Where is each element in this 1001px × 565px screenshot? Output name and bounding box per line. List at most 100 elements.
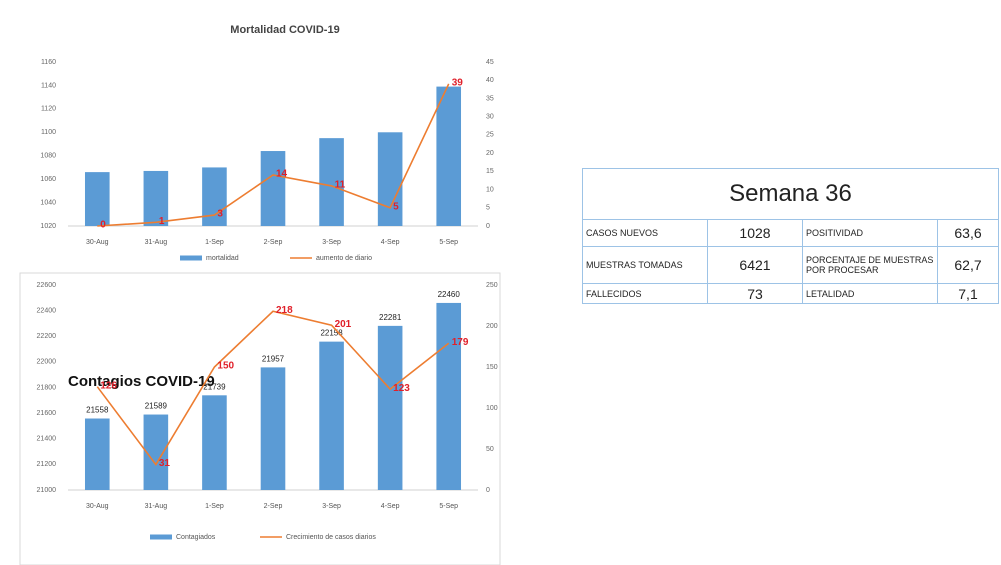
cell: FALLECIDOS — [582, 283, 708, 304]
y-tick-label: 21800 — [37, 384, 57, 391]
y-tick-label: 1060 — [40, 176, 56, 183]
cell: LETALIDAD — [802, 283, 938, 304]
cell: PORCENTAJE DE MUESTRAS POR PROCESAR — [802, 246, 938, 284]
legend-label: Contagiados — [176, 534, 216, 541]
chart-frame — [19, 272, 501, 565]
x-tick-label: 31-Aug — [145, 503, 168, 510]
x-tick-label: 30-Aug — [86, 503, 109, 510]
x-tick-label: 2-Sep — [264, 239, 283, 246]
line-data-label: 123 — [393, 383, 410, 394]
line-data-label: 31 — [159, 458, 171, 469]
x-tick-label: 1-Sep — [205, 239, 224, 246]
y-tick-label: 21200 — [37, 461, 57, 468]
line-data-label: 150 — [217, 361, 234, 372]
y2-tick-label: 20 — [486, 150, 494, 157]
table-row: CASOS NUEVOS 1028 POSITIVIDAD 63,6 — [582, 219, 999, 247]
x-tick-label: 2-Sep — [264, 503, 283, 510]
bar — [260, 151, 286, 226]
x-tick-label: 4-Sep — [381, 239, 400, 246]
y2-tick-label: 150 — [486, 364, 498, 371]
table-row: FALLECIDOS 73 LETALIDAD 7,1 — [582, 283, 999, 304]
cell: 7,1 — [937, 283, 999, 304]
x-tick-label: 4-Sep — [381, 503, 400, 510]
table-title-row: Semana 36 — [582, 168, 999, 220]
summary-table: Semana 36 CASOS NUEVOS 1028 POSITIVIDAD … — [582, 168, 999, 304]
y-tick-label: 1080 — [40, 153, 56, 160]
line-data-label: 126 — [100, 380, 117, 391]
y-tick-label: 22000 — [37, 359, 57, 366]
bar-data-label: 21589 — [145, 402, 168, 411]
y2-tick-label: 15 — [486, 168, 494, 175]
cell: POSITIVIDAD — [802, 219, 938, 247]
y-tick-label: 21400 — [37, 436, 57, 443]
bar — [319, 341, 344, 490]
x-tick-label: 3-Sep — [322, 239, 341, 246]
legend-swatch — [150, 534, 172, 540]
cell: 6421 — [707, 246, 803, 284]
legend-label: mortalidad — [206, 255, 239, 262]
line-data-label: 218 — [276, 305, 293, 316]
y2-tick-label: 10 — [486, 186, 494, 193]
legend-label: aumento de diario — [316, 255, 372, 262]
line-data-label: 5 — [393, 201, 399, 212]
chart-title: Mortalidad COVID-19 — [230, 24, 339, 36]
bar — [377, 132, 403, 226]
cell: 73 — [707, 283, 803, 304]
y-tick-label: 22600 — [37, 282, 57, 289]
y-tick-label: 1020 — [40, 223, 56, 230]
y2-tick-label: 100 — [486, 405, 498, 412]
y2-tick-label: 0 — [486, 223, 490, 230]
x-tick-label: 5-Sep — [439, 239, 458, 246]
bar-data-label: 21739 — [203, 382, 226, 391]
bar — [202, 395, 227, 490]
line-data-label: 11 — [335, 180, 346, 191]
line-data-label: 3 — [217, 209, 223, 220]
bar — [260, 367, 286, 490]
y2-tick-label: 200 — [486, 323, 498, 330]
table-row: MUESTRAS TOMADAS 6421 PORCENTAJE DE MUES… — [582, 246, 999, 284]
bar-data-label: 22158 — [320, 329, 343, 338]
line-data-label: 0 — [100, 220, 106, 231]
line-data-label: 39 — [452, 78, 464, 89]
bar — [377, 325, 403, 490]
line-data-label: 179 — [452, 337, 469, 348]
line-series — [96, 310, 450, 467]
line-data-label: 1 — [159, 216, 165, 227]
y2-tick-label: 25 — [486, 132, 494, 139]
bar-data-label: 21558 — [86, 406, 109, 415]
cell: CASOS NUEVOS — [582, 219, 708, 247]
y-tick-label: 1100 — [41, 129, 56, 136]
bar — [202, 167, 227, 226]
x-tick-label: 30-Aug — [86, 239, 109, 246]
legend-swatch — [180, 255, 202, 261]
cell: 63,6 — [937, 219, 999, 247]
y2-tick-label: 5 — [486, 205, 490, 212]
y2-tick-label: 50 — [486, 446, 494, 453]
y-tick-label: 21000 — [37, 487, 57, 494]
y2-tick-label: 30 — [486, 114, 494, 121]
y-tick-label: 22200 — [37, 333, 57, 340]
line-data-label: 14 — [276, 169, 288, 180]
x-tick-label: 31-Aug — [145, 239, 168, 246]
y-tick-label: 22400 — [37, 307, 57, 314]
y-tick-label: 1120 — [41, 106, 56, 113]
bar — [319, 138, 344, 226]
cell: 62,7 — [937, 246, 999, 284]
legend-label: Crecimiento de casos diarios — [286, 534, 376, 541]
bar — [436, 86, 462, 226]
cell: 1028 — [707, 219, 803, 247]
bar-data-label: 22281 — [379, 313, 402, 322]
table-title: Semana 36 — [582, 168, 999, 220]
cell: MUESTRAS TOMADAS — [582, 246, 708, 284]
x-tick-label: 3-Sep — [322, 503, 341, 510]
y-tick-label: 1140 — [41, 82, 56, 89]
bar-data-label: 21957 — [262, 354, 285, 363]
x-tick-label: 5-Sep — [439, 503, 458, 510]
chart-title: Contagios COVID-19 — [68, 373, 215, 390]
bar — [84, 418, 110, 490]
bar-data-label: 22460 — [438, 290, 461, 299]
y2-tick-label: 0 — [486, 487, 490, 494]
y2-tick-label: 45 — [486, 59, 494, 66]
y2-tick-label: 40 — [486, 77, 494, 84]
